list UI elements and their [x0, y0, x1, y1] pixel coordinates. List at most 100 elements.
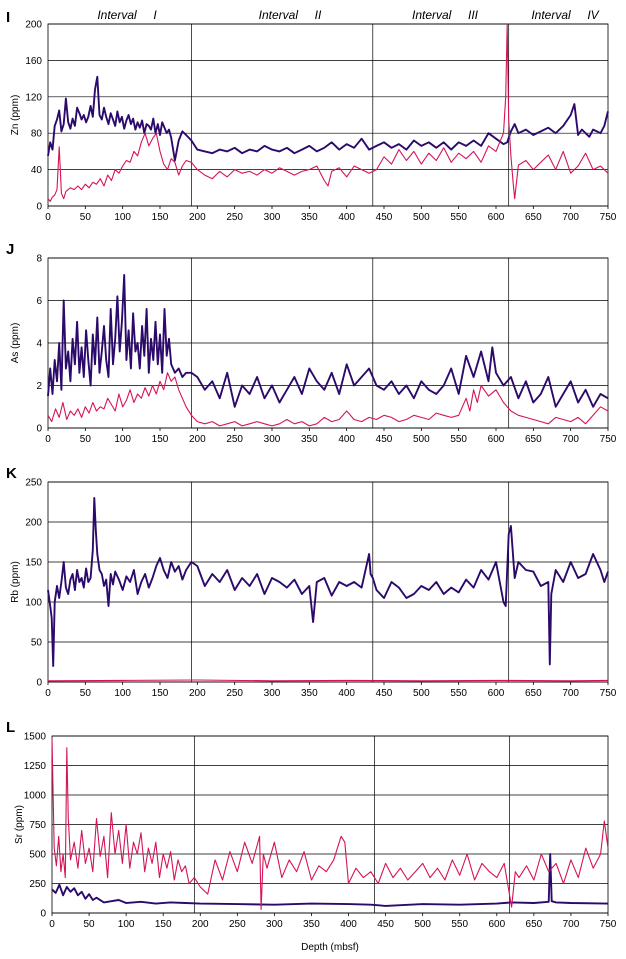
y-tick-label: 100 — [25, 598, 42, 609]
x-tick-label: 500 — [413, 688, 430, 699]
x-tick-label: 600 — [488, 434, 505, 445]
x-tick-label: 250 — [226, 688, 243, 699]
x-tick-label: 600 — [488, 212, 505, 223]
y-tick-label: 1500 — [24, 732, 47, 743]
y-tick-label: 120 — [25, 92, 42, 103]
y-tick-label: 1000 — [24, 791, 47, 802]
x-tick-label: 100 — [114, 688, 131, 699]
x-tick-label: 700 — [563, 919, 580, 930]
y-tick-label: 160 — [25, 56, 42, 67]
x-tick-label: 400 — [340, 919, 357, 930]
interval-label: Interval IV — [531, 8, 599, 22]
x-tick-label: 300 — [264, 434, 281, 445]
x-tick-label: 250 — [229, 919, 246, 930]
x-tick-label: 550 — [450, 688, 467, 699]
y-tick-label: 0 — [36, 202, 42, 213]
x-tick-label: 500 — [413, 434, 430, 445]
y-tick-label: 40 — [31, 165, 43, 176]
x-tick-label: 50 — [80, 212, 92, 223]
x-tick-label: 0 — [45, 212, 51, 223]
x-tick-label: 100 — [114, 434, 131, 445]
y-axis-label: Zn (ppm) — [10, 95, 21, 136]
x-tick-label: 700 — [562, 434, 579, 445]
x-tick-label: 200 — [192, 919, 209, 930]
x-tick-label: 350 — [301, 688, 318, 699]
y-tick-label: 250 — [25, 478, 42, 489]
x-tick-label: 500 — [413, 212, 430, 223]
y-tick-label: 6 — [36, 296, 42, 307]
series-line-pink — [47, 23, 609, 202]
panel-label: J — [6, 241, 14, 258]
series-line-pink — [47, 679, 609, 682]
x-tick-label: 650 — [525, 688, 542, 699]
x-tick-label: 150 — [152, 434, 169, 445]
panel-rb: 0 50 100 150 200 250 0 50 100 150 200 250 300 350 400 4… — [6, 465, 617, 699]
x-tick-label: 550 — [450, 212, 467, 223]
y-axis-label: As (ppm) — [10, 323, 21, 364]
series-line-dark — [51, 853, 609, 907]
x-tick-label: 400 — [338, 434, 355, 445]
series-line-dark — [47, 75, 609, 162]
plot-frame — [47, 23, 609, 207]
y-tick-label: 0 — [36, 678, 42, 689]
y-tick-label: 80 — [31, 129, 43, 140]
y-tick-label: 750 — [29, 820, 46, 831]
x-tick-label: 650 — [525, 212, 542, 223]
x-tick-label: 450 — [376, 434, 393, 445]
x-tick-label: 650 — [525, 434, 542, 445]
x-tick-label: 50 — [80, 688, 92, 699]
panel-label: I — [6, 9, 10, 26]
interval-label: Interval III — [412, 8, 479, 22]
x-tick-label: 400 — [338, 212, 355, 223]
x-tick-label: 750 — [600, 434, 617, 445]
panel-zn: 0 40 80 120 160 200 0 50 100 150 200 250 300 350 400 45… — [6, 8, 617, 223]
interval-label: Interval II — [259, 8, 322, 22]
x-tick-label: 50 — [80, 434, 92, 445]
x-tick-label: 750 — [600, 688, 617, 699]
x-axis-label: Depth (mbsf) — [301, 942, 359, 953]
y-tick-label: 150 — [25, 558, 42, 569]
y-tick-label: 50 — [31, 638, 43, 649]
x-tick-label: 500 — [414, 919, 431, 930]
x-tick-label: 650 — [526, 919, 543, 930]
y-axis-label: Sr (ppm) — [14, 805, 25, 844]
x-tick-label: 600 — [488, 688, 505, 699]
x-tick-label: 250 — [226, 434, 243, 445]
y-tick-label: 0 — [40, 909, 46, 920]
x-tick-label: 550 — [451, 919, 468, 930]
x-tick-label: 200 — [189, 212, 206, 223]
x-tick-label: 150 — [155, 919, 172, 930]
x-tick-label: 550 — [450, 434, 467, 445]
x-tick-label: 0 — [45, 434, 51, 445]
x-tick-label: 450 — [376, 212, 393, 223]
x-tick-label: 150 — [152, 688, 169, 699]
x-tick-label: 350 — [301, 434, 318, 445]
x-tick-label: 450 — [377, 919, 394, 930]
x-tick-label: 50 — [84, 919, 96, 930]
plot-frame — [47, 257, 609, 429]
x-tick-label: 200 — [189, 688, 206, 699]
x-tick-label: 300 — [264, 688, 281, 699]
x-tick-label: 100 — [114, 212, 131, 223]
panel-label: L — [6, 719, 15, 736]
series-line-dark — [47, 274, 609, 408]
interval-label: Interval I — [97, 8, 157, 22]
x-tick-label: 700 — [562, 212, 579, 223]
x-tick-label: 750 — [600, 919, 617, 930]
x-tick-label: 300 — [266, 919, 283, 930]
x-tick-label: 300 — [264, 212, 281, 223]
panel-sr: 0 250 500 750 1000 1250 1500 0 50 100 150 200 250 300… — [6, 719, 617, 953]
y-tick-label: 200 — [25, 20, 42, 31]
x-tick-label: 700 — [562, 688, 579, 699]
y-tick-label: 8 — [36, 254, 42, 265]
x-tick-label: 600 — [488, 919, 505, 930]
y-tick-label: 2 — [36, 381, 42, 392]
y-axis-label: Rb (ppm) — [10, 561, 21, 603]
plot-frame — [47, 481, 609, 683]
x-tick-label: 0 — [49, 919, 55, 930]
x-tick-label: 150 — [152, 212, 169, 223]
series-line-pink — [51, 738, 609, 911]
x-tick-label: 200 — [189, 434, 206, 445]
plot-frame — [51, 735, 609, 914]
